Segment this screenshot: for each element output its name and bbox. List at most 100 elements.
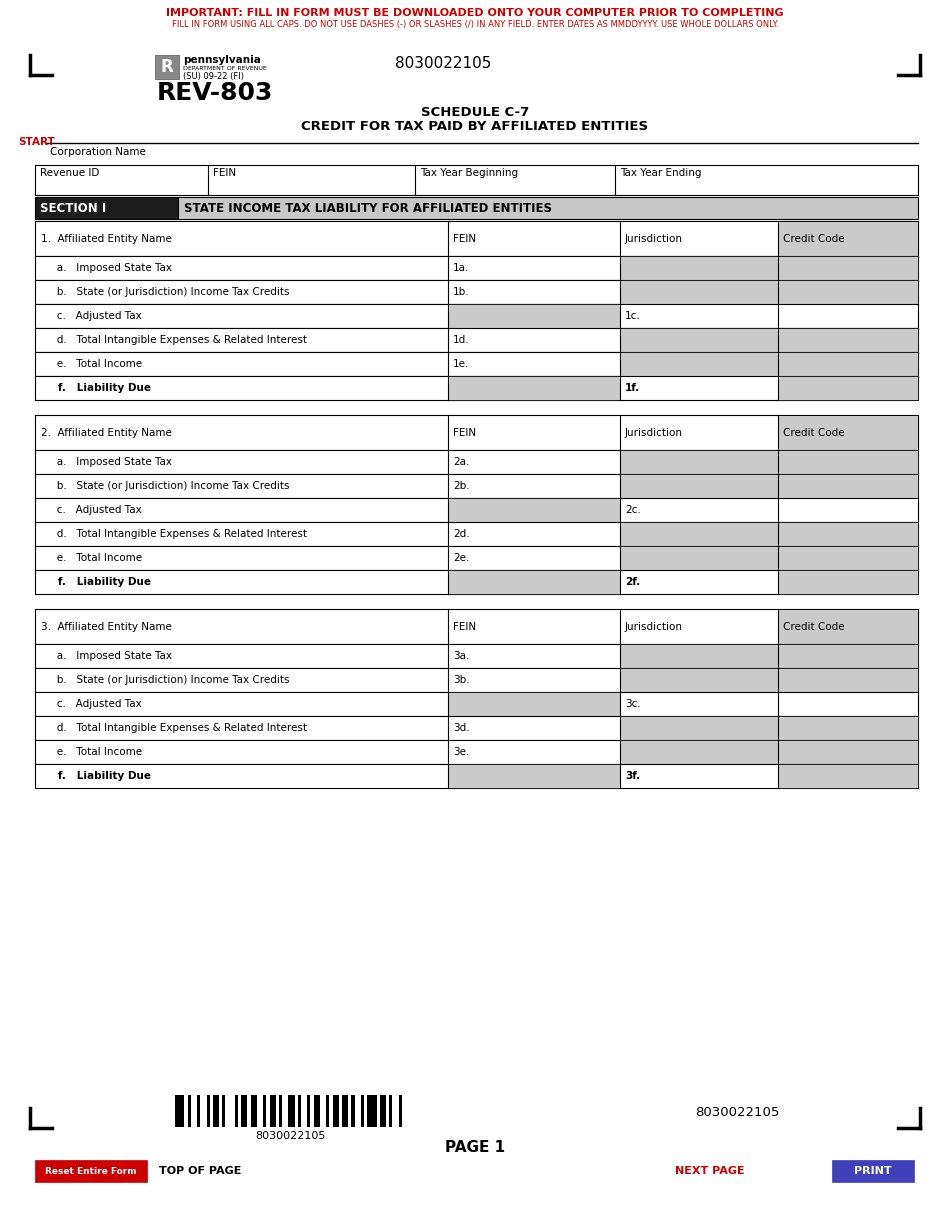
Bar bbox=[448, 764, 620, 788]
Text: FEIN: FEIN bbox=[453, 621, 476, 631]
Text: c.   Adjusted Tax: c. Adjusted Tax bbox=[47, 699, 142, 708]
Text: FEIN: FEIN bbox=[453, 234, 476, 244]
Bar bbox=[35, 546, 918, 569]
Text: FILL IN FORM USING ALL CAPS. DO NOT USE DASHES (-) OR SLASHES (/) IN ANY FIELD. : FILL IN FORM USING ALL CAPS. DO NOT USE … bbox=[172, 20, 778, 28]
Text: 3f.: 3f. bbox=[625, 771, 640, 781]
Text: STATE INCOME TAX LIABILITY FOR AFFILIATED ENTITIES: STATE INCOME TAX LIABILITY FOR AFFILIATE… bbox=[184, 202, 552, 214]
Text: FEIN: FEIN bbox=[213, 169, 237, 178]
Bar bbox=[235, 1095, 238, 1127]
Bar bbox=[241, 1095, 247, 1127]
Text: b.   State (or Jurisdiction) Income Tax Credits: b. State (or Jurisdiction) Income Tax Cr… bbox=[47, 675, 290, 685]
Text: Tax Year Ending: Tax Year Ending bbox=[620, 169, 701, 178]
Text: Credit Code: Credit Code bbox=[783, 621, 845, 631]
Bar bbox=[620, 352, 918, 376]
Bar bbox=[448, 304, 620, 328]
Text: 3.  Affiliated Entity Name: 3. Affiliated Entity Name bbox=[41, 621, 172, 631]
Text: Corporation Name: Corporation Name bbox=[50, 148, 146, 157]
Bar bbox=[175, 1095, 184, 1127]
Bar bbox=[35, 280, 918, 304]
Text: 3d.: 3d. bbox=[453, 723, 469, 733]
Bar bbox=[620, 256, 918, 280]
Bar bbox=[314, 1095, 320, 1127]
Bar bbox=[213, 1095, 219, 1127]
Bar bbox=[222, 1095, 225, 1127]
Bar bbox=[332, 1095, 339, 1127]
Text: e.   Total Income: e. Total Income bbox=[47, 554, 142, 563]
Text: c.   Adjusted Tax: c. Adjusted Tax bbox=[47, 311, 142, 321]
Bar bbox=[620, 716, 918, 740]
Bar bbox=[187, 1095, 191, 1127]
Text: CREDIT FOR TAX PAID BY AFFILIATED ENTITIES: CREDIT FOR TAX PAID BY AFFILIATED ENTITI… bbox=[301, 119, 649, 133]
Bar bbox=[448, 376, 620, 400]
Bar bbox=[35, 450, 918, 474]
Text: 2d.: 2d. bbox=[453, 529, 469, 539]
Text: d.   Total Intangible Expenses & Related Interest: d. Total Intangible Expenses & Related I… bbox=[47, 529, 307, 539]
Text: PRINT: PRINT bbox=[854, 1166, 892, 1176]
Text: 3c.: 3c. bbox=[625, 699, 640, 708]
Bar bbox=[778, 415, 918, 450]
Text: 1a.: 1a. bbox=[453, 263, 469, 273]
Text: f.   Liability Due: f. Liability Due bbox=[47, 577, 151, 587]
Text: 8030022105: 8030022105 bbox=[695, 1106, 779, 1118]
Bar bbox=[35, 328, 918, 352]
Text: Credit Code: Credit Code bbox=[783, 428, 845, 438]
Bar bbox=[448, 692, 620, 716]
Text: 2.  Affiliated Entity Name: 2. Affiliated Entity Name bbox=[41, 428, 172, 438]
Text: Jurisdiction: Jurisdiction bbox=[625, 621, 683, 631]
Bar bbox=[361, 1095, 364, 1127]
Text: IMPORTANT: FILL IN FORM MUST BE DOWNLOADED ONTO YOUR COMPUTER PRIOR TO COMPLETIN: IMPORTANT: FILL IN FORM MUST BE DOWNLOAD… bbox=[166, 9, 784, 18]
Bar bbox=[778, 376, 918, 400]
Bar bbox=[155, 55, 179, 79]
Bar bbox=[832, 1160, 914, 1182]
Bar bbox=[35, 474, 918, 498]
Text: e.   Total Income: e. Total Income bbox=[47, 747, 142, 756]
Bar bbox=[35, 740, 918, 764]
Bar bbox=[620, 522, 918, 546]
Text: a.   Imposed State Tax: a. Imposed State Tax bbox=[47, 651, 172, 661]
Text: Revenue ID: Revenue ID bbox=[40, 169, 100, 178]
Bar bbox=[620, 280, 918, 304]
Bar bbox=[35, 609, 918, 645]
Text: 1c.: 1c. bbox=[625, 311, 640, 321]
Text: a.   Imposed State Tax: a. Imposed State Tax bbox=[47, 458, 172, 467]
Bar bbox=[178, 197, 918, 219]
Bar bbox=[35, 221, 918, 256]
Bar bbox=[279, 1095, 282, 1127]
Bar bbox=[778, 221, 918, 256]
Bar bbox=[35, 1160, 147, 1182]
Text: a.   Imposed State Tax: a. Imposed State Tax bbox=[47, 263, 172, 273]
Text: Credit Code: Credit Code bbox=[783, 234, 845, 244]
Text: R: R bbox=[161, 58, 173, 76]
Text: 1d.: 1d. bbox=[453, 335, 469, 344]
Bar bbox=[35, 645, 918, 668]
Text: REV-803: REV-803 bbox=[157, 81, 274, 105]
Bar bbox=[35, 352, 918, 376]
Bar bbox=[448, 569, 620, 594]
Bar bbox=[620, 668, 918, 692]
Text: d.   Total Intangible Expenses & Related Interest: d. Total Intangible Expenses & Related I… bbox=[47, 723, 307, 733]
Bar bbox=[380, 1095, 386, 1127]
Text: DEPARTMENT OF REVENUE: DEPARTMENT OF REVENUE bbox=[183, 65, 267, 70]
Bar bbox=[35, 692, 918, 716]
Text: 8030022105: 8030022105 bbox=[255, 1132, 325, 1141]
Bar bbox=[35, 415, 918, 450]
Bar bbox=[289, 1095, 294, 1127]
Bar bbox=[368, 1095, 376, 1127]
Bar bbox=[35, 764, 918, 788]
Bar bbox=[390, 1095, 392, 1127]
Bar bbox=[197, 1095, 200, 1127]
Bar bbox=[448, 498, 620, 522]
Text: e.   Total Income: e. Total Income bbox=[47, 359, 142, 369]
Text: 2a.: 2a. bbox=[453, 458, 469, 467]
Text: SCHEDULE C-7: SCHEDULE C-7 bbox=[421, 107, 529, 119]
Text: NEXT PAGE: NEXT PAGE bbox=[675, 1166, 745, 1176]
Bar bbox=[206, 1095, 210, 1127]
Bar bbox=[35, 304, 918, 328]
Bar bbox=[35, 498, 918, 522]
Text: SECTION I: SECTION I bbox=[40, 202, 106, 214]
Text: 3b.: 3b. bbox=[453, 675, 469, 685]
Bar bbox=[778, 569, 918, 594]
Bar bbox=[620, 450, 918, 474]
Text: TOP OF PAGE: TOP OF PAGE bbox=[159, 1166, 241, 1176]
Text: PAGE 1: PAGE 1 bbox=[445, 1140, 505, 1155]
